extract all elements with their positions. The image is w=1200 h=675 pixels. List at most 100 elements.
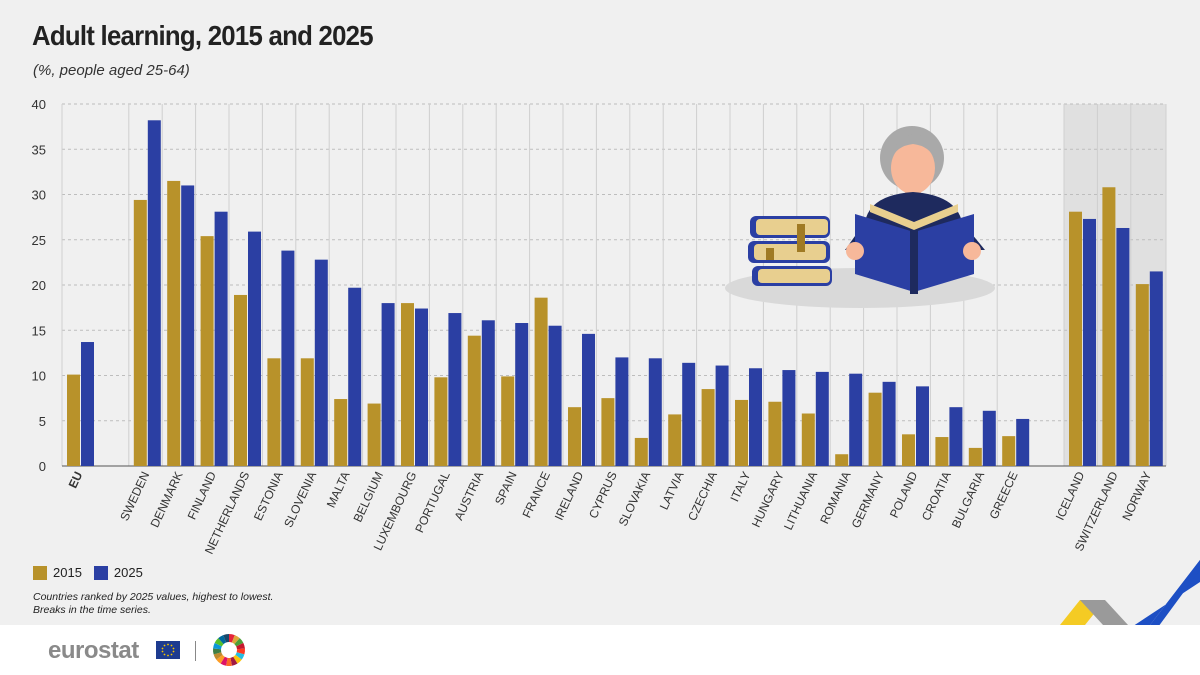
bar-2025 xyxy=(415,308,428,466)
bar-2025 xyxy=(582,333,595,466)
bar-2015 xyxy=(300,358,314,466)
sdg-wheel-segment xyxy=(230,656,238,666)
bar-2025 xyxy=(949,407,963,466)
legend-label-2015: 2015 xyxy=(53,565,82,580)
bar-2025 xyxy=(1116,227,1130,466)
bar-2015 xyxy=(133,199,147,466)
note-breaks: Breaks in the time series. xyxy=(33,604,151,616)
bar-2015 xyxy=(1135,284,1149,466)
x-tick-label: LATVIA xyxy=(657,469,687,512)
bar-2025 xyxy=(849,373,863,466)
x-tick-label: ITALY xyxy=(727,469,753,504)
bar-2015 xyxy=(501,376,515,466)
sdg-wheel-segment xyxy=(235,652,245,660)
sdg-wheel-segment xyxy=(223,634,229,643)
chart-title: Adult learning, 2015 and 2025 xyxy=(32,20,374,51)
x-tick-label: POLAND xyxy=(887,469,921,520)
x-tick-label: DENMARK xyxy=(148,469,186,529)
y-tick-label: 20 xyxy=(32,278,46,293)
bar-2015 xyxy=(200,236,214,466)
y-tick-label: 10 xyxy=(32,369,46,384)
bar-2025 xyxy=(448,313,462,466)
y-tick-label: 40 xyxy=(32,97,46,112)
bar-2025 xyxy=(982,410,996,466)
bar-2015 xyxy=(434,377,448,466)
bar-2015 xyxy=(601,398,615,466)
bar-2025 xyxy=(715,365,729,466)
bar-2015 xyxy=(902,434,915,466)
y-tick-label: 30 xyxy=(32,188,46,203)
sdg-wheel-segment xyxy=(231,635,240,645)
x-tick-label: FINLAND xyxy=(185,469,220,522)
x-tick-label: ROMANIA xyxy=(817,469,853,526)
sdg-wheel-segment xyxy=(233,654,242,664)
x-tick-label: PORTUGAL xyxy=(412,469,453,535)
bar-2015 xyxy=(267,358,281,466)
bar-2025 xyxy=(281,250,295,466)
bar-2025 xyxy=(548,325,562,466)
bar-2025 xyxy=(648,358,662,466)
sdg-wheel-segment xyxy=(226,657,232,666)
eu-flag-icon xyxy=(156,641,180,659)
legend-swatch-2015 xyxy=(33,565,47,580)
bar-2025 xyxy=(682,362,696,466)
bar-2025 xyxy=(81,342,94,466)
bar-2015 xyxy=(634,437,648,466)
x-tick-label: IRELAND xyxy=(552,469,587,522)
y-tick-label: 0 xyxy=(39,459,46,474)
books-stack-icon xyxy=(748,216,832,286)
sdg-wheel-segment xyxy=(229,634,235,643)
bar-2025 xyxy=(615,357,629,466)
bar-2025 xyxy=(181,185,195,466)
bar-2025 xyxy=(481,320,495,466)
bar-2015 xyxy=(401,303,414,466)
y-tick-label: 35 xyxy=(32,142,46,157)
bar-2015 xyxy=(1069,211,1082,466)
bar-2025 xyxy=(348,287,362,466)
x-tick-label: SLOVENIA xyxy=(281,469,319,529)
x-tick-label: GERMANY xyxy=(849,469,887,530)
bar-2015 xyxy=(735,399,748,466)
legend: 2015 2025 xyxy=(33,565,143,580)
bar-2015 xyxy=(1102,187,1116,466)
x-tick-label: BULGARIA xyxy=(949,469,987,530)
legend-swatch-2025 xyxy=(93,565,108,580)
bar-2025 xyxy=(882,381,896,466)
bar-2015 xyxy=(334,399,348,466)
bar-2025 xyxy=(1016,418,1030,466)
bar-2015 xyxy=(167,180,181,467)
sdg-wheel-icon xyxy=(213,634,245,666)
chart-subtitle: (%, people aged 25-64) xyxy=(33,62,190,79)
bar-2025 xyxy=(381,303,395,466)
x-tick-label: HUNGARY xyxy=(749,469,787,529)
y-tick-label: 5 xyxy=(39,414,46,429)
bar-2015 xyxy=(67,374,80,466)
bar-2025 xyxy=(916,386,929,466)
sdg-wheel-segment xyxy=(213,648,222,655)
bar-2015 xyxy=(234,294,247,466)
y-tick-label: 15 xyxy=(32,323,46,338)
bar-2015 xyxy=(801,413,815,466)
note-ranking: Countries ranked by 2025 values, highest… xyxy=(33,591,274,603)
bar-2015 xyxy=(935,437,949,466)
sdg-wheel-segment xyxy=(214,638,224,647)
x-tick-label: FRANCE xyxy=(519,469,553,520)
bar-2025 xyxy=(782,370,796,466)
bar-2025 xyxy=(214,211,228,466)
x-tick-label: CYPRUS xyxy=(586,469,620,520)
sdg-wheel-segment xyxy=(216,654,225,664)
sdg-wheel-segment xyxy=(236,642,245,650)
sdg-wheel-segment xyxy=(218,635,227,645)
bar-2025 xyxy=(1149,271,1163,466)
bar-2015 xyxy=(568,407,581,466)
x-tick-label: MALTA xyxy=(324,469,353,510)
x-tick-label: CZECHIA xyxy=(685,469,720,523)
legend-item-2025: 2025 xyxy=(93,565,143,580)
bar-2015 xyxy=(467,335,481,466)
bar-2015 xyxy=(868,392,882,466)
bar-2015 xyxy=(768,401,782,466)
x-tick-label: EU xyxy=(66,469,86,490)
sdg-wheel-segment xyxy=(234,638,244,647)
x-tick-label: SWEDEN xyxy=(117,469,152,523)
bar-2015 xyxy=(835,454,849,466)
